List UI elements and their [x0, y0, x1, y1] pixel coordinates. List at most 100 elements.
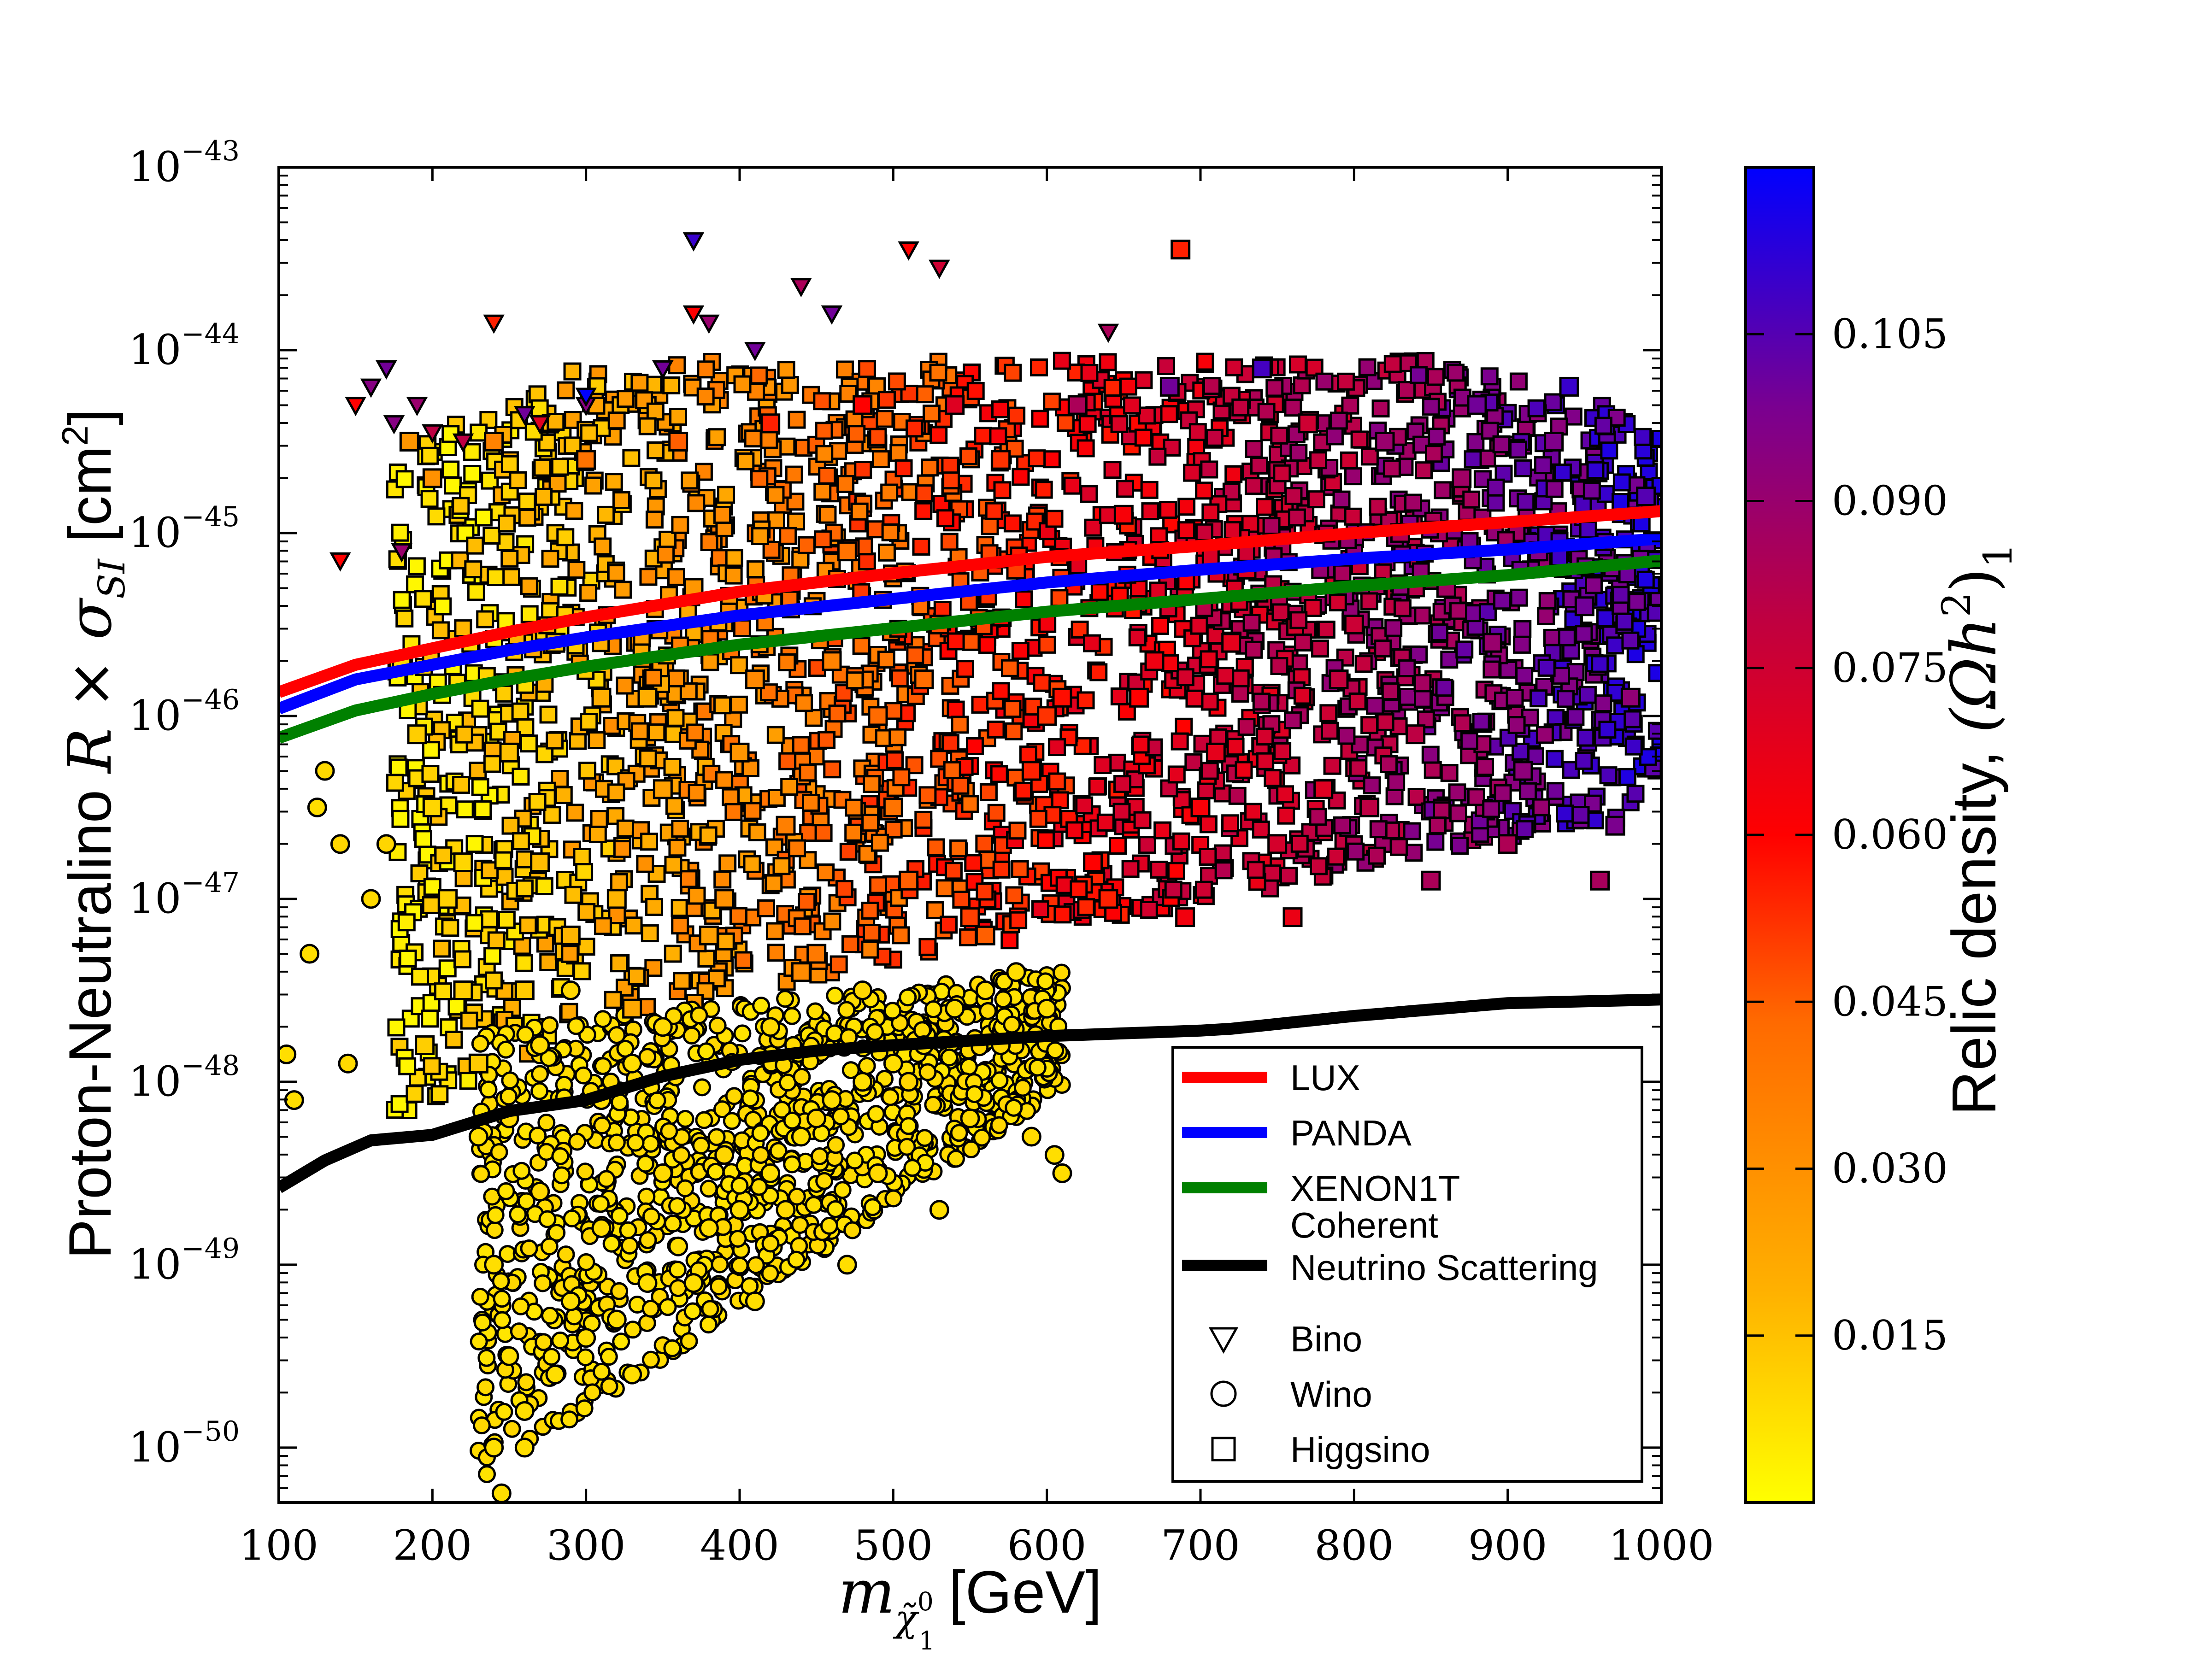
higgsino-point [1482, 633, 1502, 653]
cloud-square [1256, 498, 1274, 516]
cloud-circle [820, 1216, 838, 1235]
bino-point [514, 406, 535, 426]
higgsino-point [1267, 834, 1288, 854]
cloud-square [1337, 372, 1355, 391]
cloud-square [487, 568, 505, 587]
cloud-circle [600, 1348, 618, 1366]
cloud-square [839, 842, 858, 861]
cloud-square [560, 1003, 578, 1021]
wino-point [530, 1181, 550, 1202]
cloud-square [668, 356, 686, 375]
cloud-square [422, 741, 440, 759]
cloud-square [495, 684, 513, 703]
cloud-square [1428, 428, 1446, 446]
cloud-square [1425, 445, 1443, 463]
cloud-circle [478, 1465, 496, 1483]
cloud-square [1354, 655, 1373, 673]
cloud-square [1376, 713, 1394, 731]
cloud-square [778, 752, 797, 770]
cloud-square [1283, 711, 1302, 729]
cloud-square [814, 530, 832, 549]
cloud-square [906, 646, 924, 664]
cloud-square [713, 870, 732, 889]
cloud-square [993, 481, 1012, 499]
cloud-circle [610, 1282, 629, 1300]
y-tick-label: 10−44 [129, 318, 240, 374]
wino-point [929, 1200, 949, 1220]
cloud-square [454, 869, 473, 887]
wino-point [376, 834, 396, 854]
cloud-circle [607, 1026, 626, 1044]
cloud-square [644, 471, 663, 490]
cloud-square [1271, 603, 1290, 622]
cloud-square [935, 879, 954, 898]
cloud-circle [1013, 1079, 1032, 1097]
cloud-circle [1036, 972, 1055, 991]
cloud-square [671, 916, 689, 935]
wino-point [760, 1163, 781, 1183]
cloud-square [547, 412, 565, 431]
higgsino-point [868, 706, 888, 726]
higgsino-point [1313, 779, 1334, 799]
cloud-square [1544, 393, 1562, 411]
cloud-square [926, 901, 944, 919]
cloud-square [1321, 722, 1339, 740]
cloud-square [1214, 844, 1232, 863]
cloud-square [744, 429, 762, 448]
cloud-square [1507, 716, 1526, 734]
cloud-square [1537, 607, 1555, 625]
cloud-circle [541, 1306, 559, 1325]
cloud-circle [994, 990, 1012, 1009]
cloud-square [992, 860, 1011, 879]
cloud-square [1135, 371, 1153, 389]
cloud-square [949, 839, 968, 857]
cloud-square [500, 455, 519, 473]
wino-point [668, 1236, 688, 1256]
cloud-square [930, 426, 948, 444]
bino-point [529, 415, 551, 434]
higgsino-point [422, 468, 442, 488]
cloud-square [539, 705, 558, 724]
x-tick-label: 1000 [1608, 1521, 1714, 1570]
cloud-square [512, 768, 530, 786]
cloud-circle [811, 1147, 829, 1165]
cloud-circle [950, 1124, 968, 1142]
cloud-square [465, 914, 483, 932]
cloud-square [708, 428, 726, 446]
cloud-square [1527, 399, 1546, 417]
higgsino-point [945, 395, 965, 415]
cloud-square [454, 619, 472, 638]
cloud-square [779, 527, 797, 545]
wino-point [338, 1053, 358, 1074]
cloud-square [814, 824, 833, 842]
cloud-circle [637, 1187, 656, 1206]
cloud-square [989, 427, 1007, 446]
wino-point [514, 1438, 535, 1458]
limit-curves [279, 505, 1661, 1193]
cloud-square [1591, 655, 1609, 673]
cloud-square [1447, 364, 1465, 382]
cloud-circle [837, 1001, 856, 1019]
cloud-circle [642, 1207, 660, 1226]
cloud-square [1449, 804, 1467, 822]
cloud-square [781, 376, 799, 394]
cloud-square [1562, 590, 1581, 609]
cloud-square [391, 523, 409, 542]
cloud-square [766, 922, 784, 940]
cloud-square [395, 609, 414, 628]
y-axis-ticks: 10−43 10−44 10−45 10−46 10−47 10−48 10−49 10−50 [129, 135, 1661, 1489]
cloud-square [1247, 861, 1265, 879]
cloud-circle [918, 1063, 937, 1081]
cloud-square [1138, 406, 1156, 425]
cloud-square [1200, 650, 1218, 669]
cloud-square [1480, 367, 1499, 386]
cloud-circle [990, 1116, 1008, 1134]
cloud-circle [979, 1002, 997, 1020]
cloud-square [1273, 464, 1291, 482]
cloud-square [1035, 481, 1053, 499]
cloud-square [1090, 583, 1109, 601]
bino-point [360, 378, 382, 398]
cloud-circle [668, 1197, 687, 1215]
cloud-square [836, 475, 855, 493]
cloud-square [467, 583, 485, 601]
